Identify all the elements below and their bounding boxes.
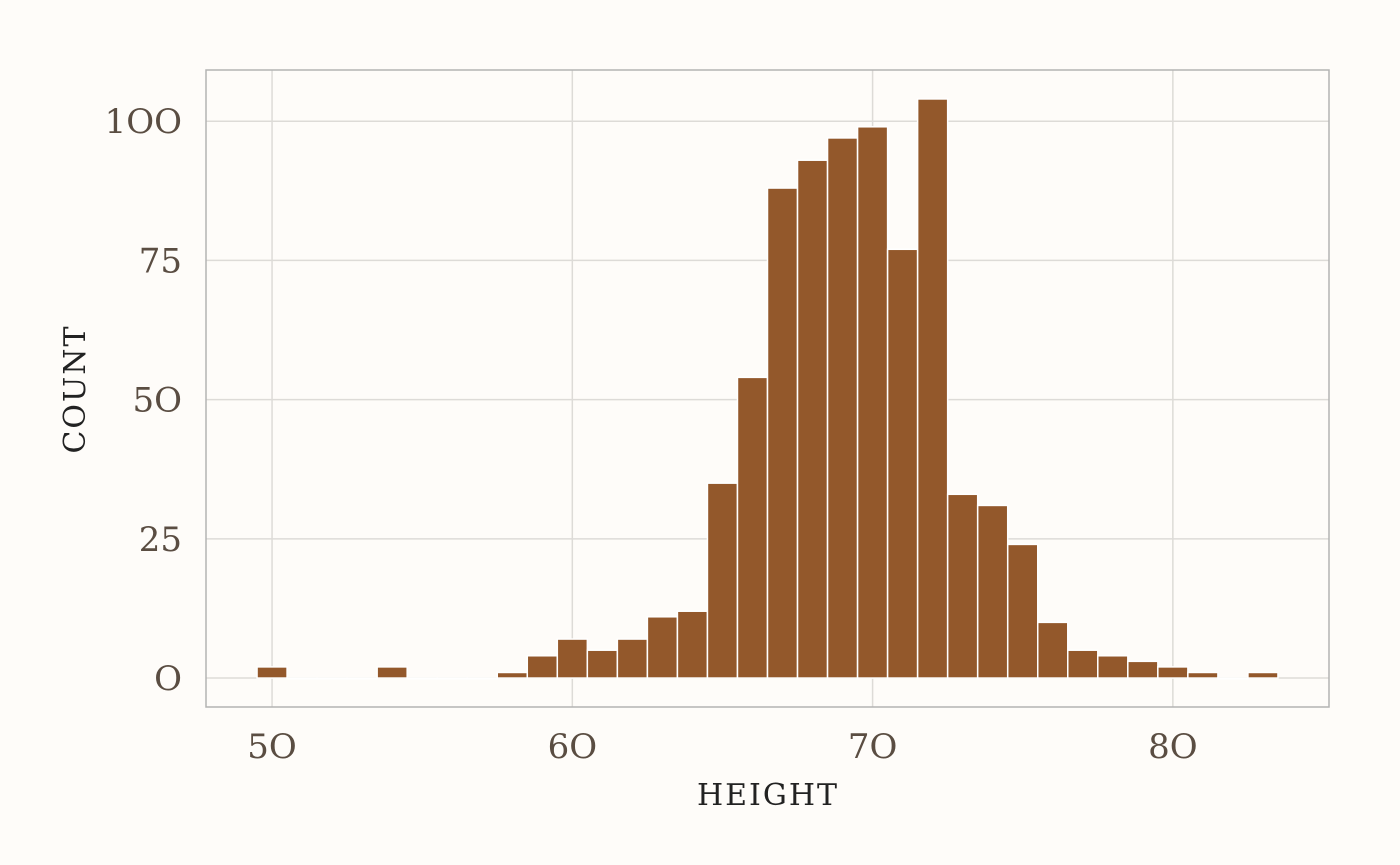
y-tick-label: 75 <box>139 241 182 281</box>
histogram-bar <box>1006 543 1039 679</box>
histogram-bar <box>856 126 889 679</box>
histogram-bar <box>946 493 979 679</box>
histogram-bar <box>256 666 288 679</box>
histogram-bar <box>736 376 769 679</box>
histogram-bar <box>346 677 378 680</box>
histogram-bar <box>646 616 679 679</box>
histogram-bar <box>886 248 919 679</box>
x-axis-title: HEIGHT <box>697 778 839 813</box>
x-tick-label: 7O <box>848 727 898 767</box>
histogram-bar <box>976 504 1009 679</box>
histogram-bar <box>616 638 649 679</box>
panel-border <box>205 69 1330 708</box>
histogram-bar <box>406 677 438 680</box>
histogram-bar <box>796 159 829 679</box>
histogram-bar <box>316 677 348 680</box>
y-axis-ticks: O 25 5O 75 1OO <box>105 102 182 699</box>
y-tick-label: O <box>154 659 182 699</box>
histogram-bar <box>676 610 709 679</box>
histogram-bar <box>826 137 859 679</box>
histogram-bar <box>1217 677 1249 680</box>
histogram-bar <box>556 638 589 679</box>
histogram-bar <box>1247 671 1279 679</box>
histogram-bar <box>1097 655 1129 679</box>
histogram-bar <box>586 649 619 679</box>
y-tick-label: 25 <box>139 520 182 560</box>
histogram-bar <box>706 482 739 679</box>
histogram-bar <box>1187 671 1219 679</box>
histogram-bar <box>526 655 559 679</box>
y-tick-label: 5O <box>132 381 182 421</box>
histogram-bar <box>286 677 318 680</box>
x-tick-label: 8O <box>1148 727 1198 767</box>
y-axis-title: COUNT <box>58 324 93 453</box>
histogram-bar <box>1127 660 1159 679</box>
x-tick-label: 6O <box>548 727 598 767</box>
histogram-bar <box>916 98 949 679</box>
x-axis-ticks: 5O 6O 7O 8O <box>247 727 1197 767</box>
y-tick-label: 1OO <box>105 102 182 142</box>
histogram-bar <box>1036 621 1069 679</box>
histogram-bar <box>376 666 408 679</box>
histogram-bar <box>766 187 799 679</box>
histogram-bar <box>496 671 529 679</box>
bar-layer <box>256 98 1279 680</box>
histogram-bar <box>1157 666 1189 679</box>
histogram-bar <box>466 677 499 680</box>
histogram-bar <box>1067 649 1099 679</box>
x-tick-label: 5O <box>247 727 297 767</box>
histogram-bar <box>436 677 468 680</box>
